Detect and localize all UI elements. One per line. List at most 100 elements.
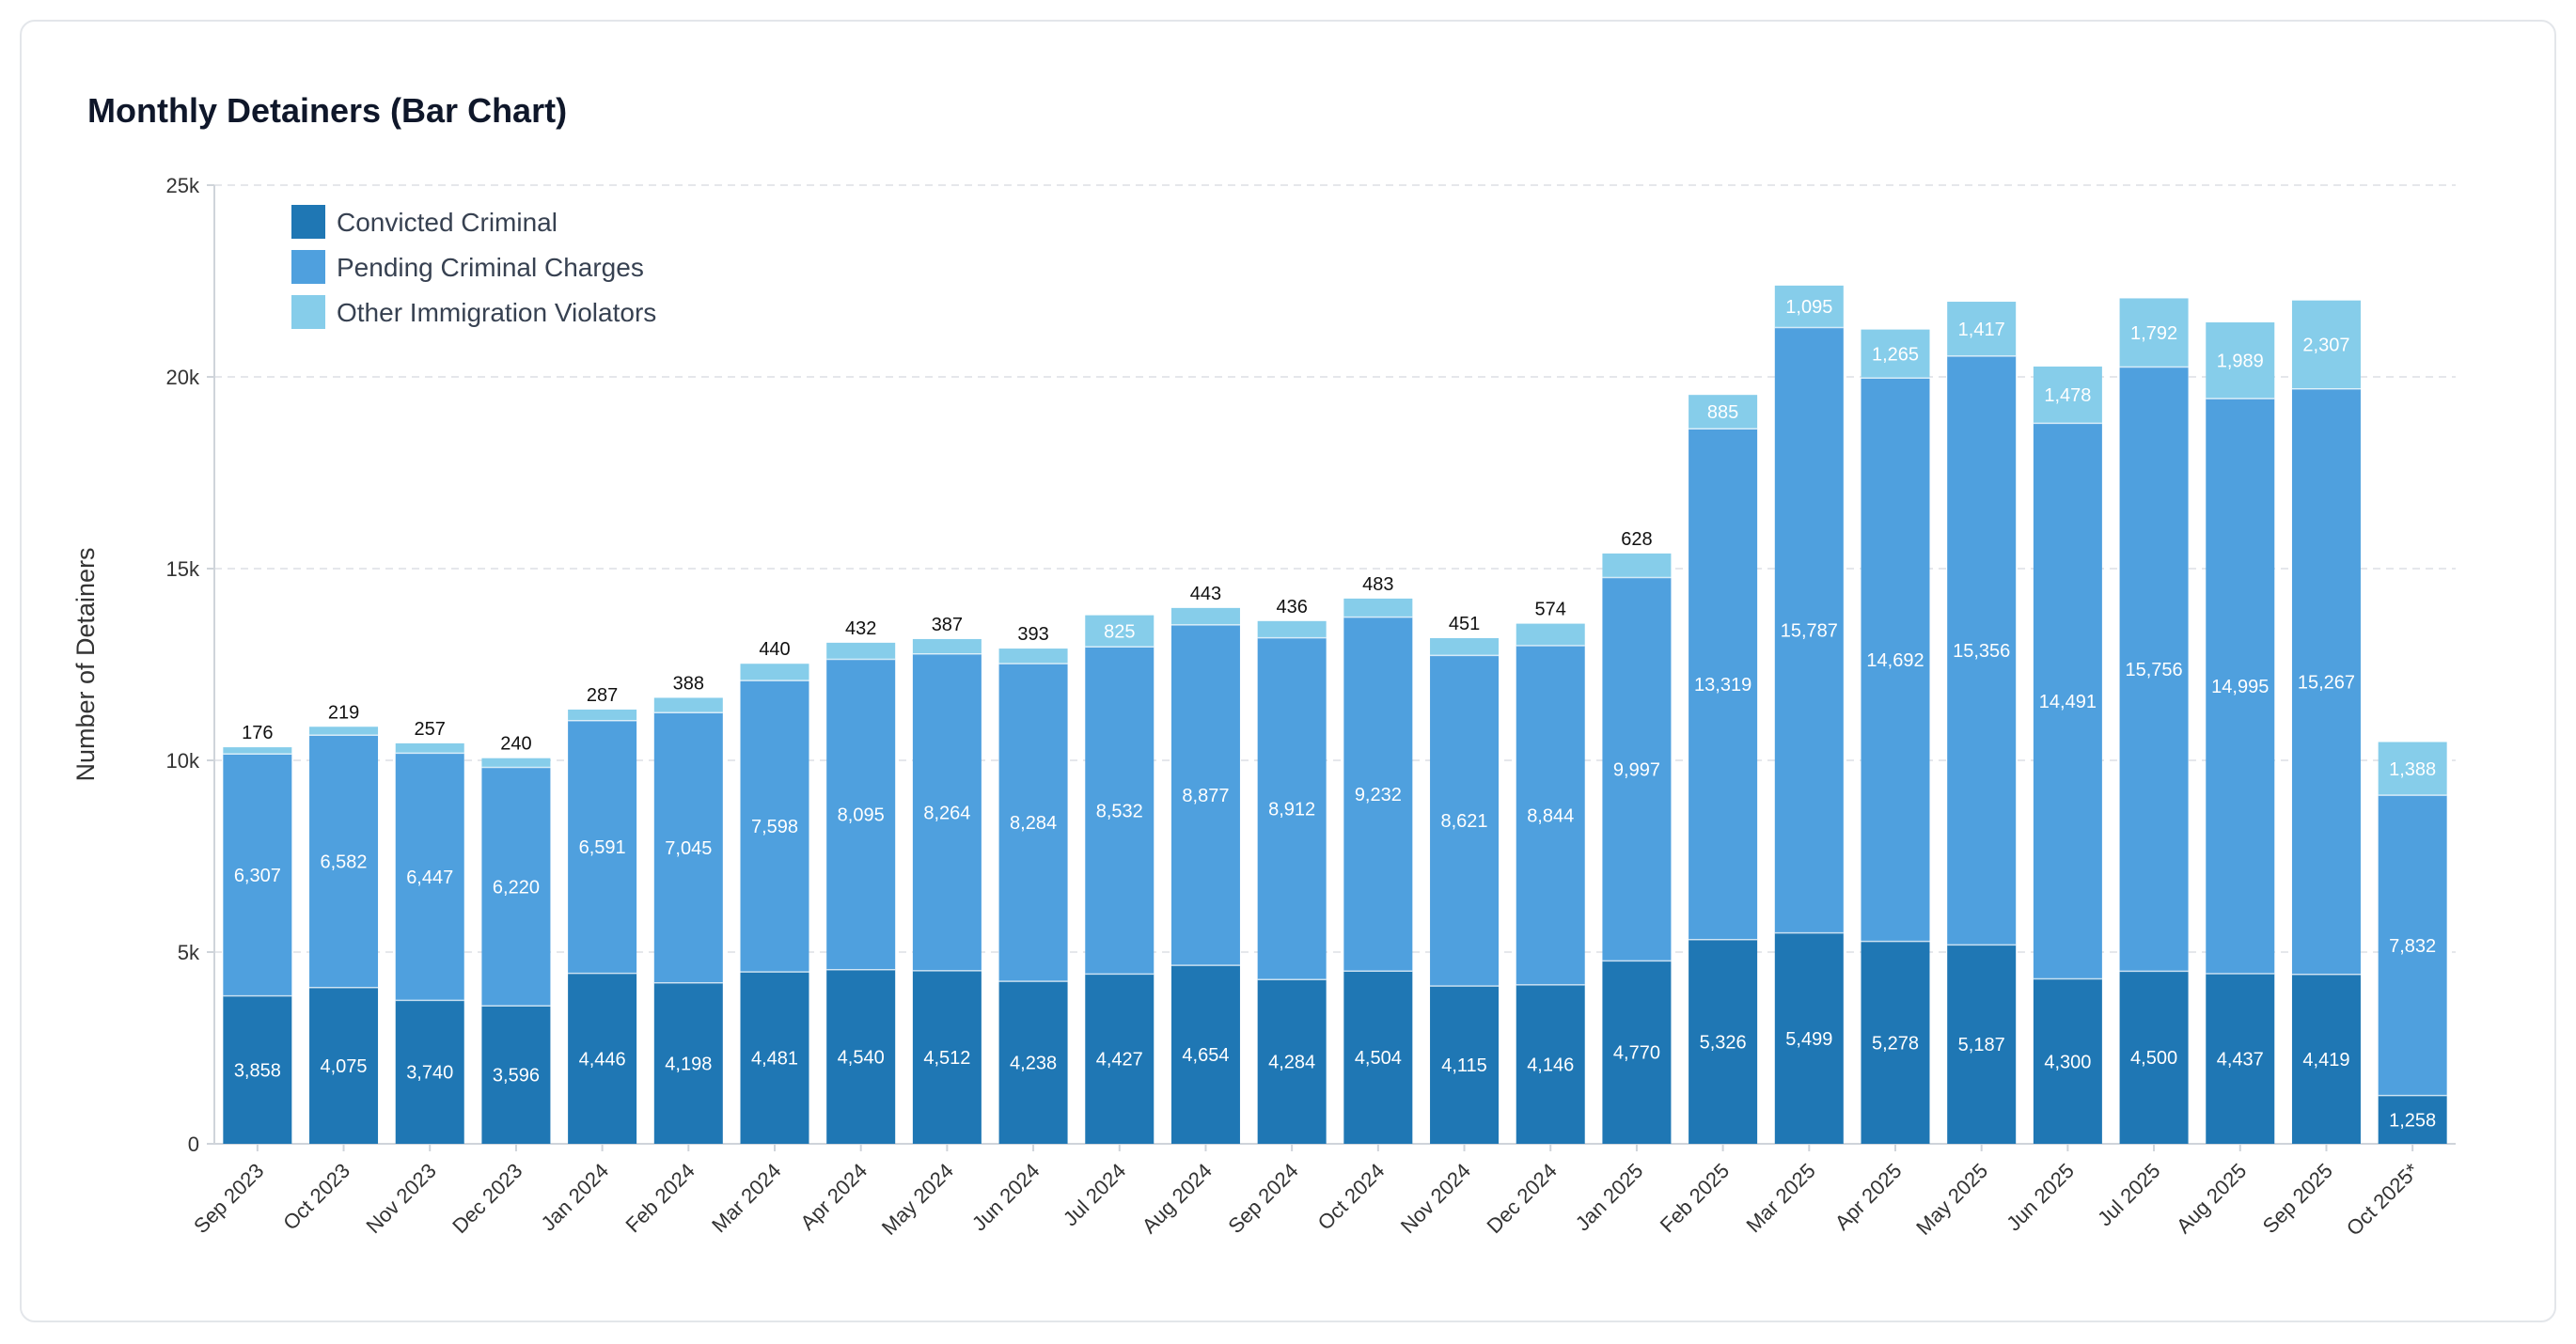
- bar-other[interactable]: [1774, 285, 1844, 328]
- bar-convicted[interactable]: [2119, 971, 2189, 1144]
- bar-convicted[interactable]: [1257, 979, 1327, 1144]
- bar-convicted[interactable]: [1085, 974, 1154, 1144]
- data-label-pending: 6,307: [234, 866, 281, 886]
- bar-pending[interactable]: [653, 712, 723, 983]
- x-tick-label: Feb 2024: [620, 1159, 699, 1237]
- bar-pending[interactable]: [395, 753, 464, 1001]
- bar-pending[interactable]: [1085, 647, 1154, 975]
- bar-convicted[interactable]: [309, 987, 379, 1144]
- x-tick-label: Jul 2025: [2093, 1159, 2165, 1231]
- x-tick-label: Jan 2025: [1571, 1159, 1648, 1236]
- bar-convicted[interactable]: [1343, 971, 1413, 1144]
- bar-convicted[interactable]: [1516, 984, 1585, 1144]
- bar-other[interactable]: [1602, 553, 1672, 578]
- bar-other[interactable]: [1516, 623, 1585, 647]
- bar-convicted[interactable]: [1602, 961, 1672, 1144]
- bar-other[interactable]: [912, 638, 982, 654]
- bar-other[interactable]: [481, 758, 551, 768]
- x-tick-label: Oct 2025*: [2342, 1159, 2424, 1241]
- bar-pending[interactable]: [1861, 378, 1930, 942]
- bar-pending[interactable]: [826, 659, 896, 970]
- bar-other[interactable]: [309, 727, 379, 736]
- bar-pending[interactable]: [1343, 617, 1413, 972]
- bar-other[interactable]: [1343, 598, 1413, 617]
- bar-convicted[interactable]: [2291, 974, 2361, 1144]
- bar-pending[interactable]: [309, 735, 379, 988]
- bar-convicted[interactable]: [2033, 978, 2102, 1144]
- bar-pending[interactable]: [1774, 327, 1844, 933]
- bar-pending[interactable]: [2378, 795, 2447, 1096]
- bar-convicted[interactable]: [481, 1006, 551, 1144]
- legend-label-pending: Pending Criminal Charges: [337, 253, 644, 282]
- bar-pending[interactable]: [740, 680, 809, 973]
- bar-other[interactable]: [826, 642, 896, 660]
- bar-other[interactable]: [395, 742, 464, 754]
- bar-pending[interactable]: [2291, 388, 2361, 975]
- bar-other[interactable]: [2119, 298, 2189, 367]
- bar-other[interactable]: [740, 664, 809, 681]
- bar-convicted[interactable]: [998, 981, 1068, 1144]
- bar-convicted[interactable]: [2378, 1095, 2447, 1144]
- bar-convicted[interactable]: [395, 1000, 464, 1144]
- bar-convicted[interactable]: [1861, 941, 1930, 1144]
- bar-other[interactable]: [2033, 367, 2102, 424]
- x-tick-label: Jun 2024: [967, 1159, 1045, 1236]
- bar-convicted[interactable]: [223, 995, 292, 1144]
- data-label-convicted: 4,654: [1182, 1045, 1229, 1066]
- bar-convicted[interactable]: [1170, 965, 1240, 1144]
- bar-other[interactable]: [1689, 395, 1758, 430]
- bar-other[interactable]: [1170, 607, 1240, 625]
- data-label-convicted: 4,427: [1096, 1050, 1143, 1071]
- bar-pending[interactable]: [912, 653, 982, 971]
- bar-pending[interactable]: [2206, 399, 2275, 974]
- bar-other[interactable]: [223, 747, 292, 755]
- data-label-other: 451: [1449, 614, 1480, 634]
- bar-pending[interactable]: [1602, 577, 1672, 961]
- bar-convicted[interactable]: [1774, 932, 1844, 1144]
- data-label-convicted: 5,499: [1785, 1029, 1832, 1050]
- bar-pending[interactable]: [223, 754, 292, 996]
- bar-pending[interactable]: [1689, 429, 1758, 940]
- bar-other[interactable]: [2291, 300, 2361, 389]
- data-label-other: 483: [1362, 574, 1393, 595]
- bar-other[interactable]: [2378, 742, 2447, 796]
- data-label-other: 287: [587, 685, 618, 706]
- bar-pending[interactable]: [1430, 655, 1500, 987]
- bar-other[interactable]: [1085, 615, 1154, 648]
- bar-other[interactable]: [1947, 302, 2017, 356]
- x-tick-label: Mar 2024: [707, 1159, 785, 1237]
- bar-convicted[interactable]: [653, 982, 723, 1144]
- bar-convicted[interactable]: [1430, 986, 1500, 1144]
- bar-other[interactable]: [653, 697, 723, 713]
- data-label-convicted: 4,146: [1527, 1055, 1574, 1075]
- bar-pending[interactable]: [568, 720, 637, 974]
- bar-other[interactable]: [1861, 329, 1930, 379]
- bar-other[interactable]: [998, 649, 1068, 664]
- bar-convicted[interactable]: [1689, 939, 1758, 1144]
- bar-convicted[interactable]: [568, 973, 637, 1144]
- bar-pending[interactable]: [1257, 637, 1327, 980]
- bar-pending[interactable]: [2119, 367, 2189, 972]
- data-label-convicted: 3,740: [406, 1063, 453, 1084]
- bar-pending[interactable]: [1170, 624, 1240, 966]
- y-tick-label: 5k: [178, 941, 200, 964]
- bar-pending[interactable]: [2033, 423, 2102, 979]
- bar-other[interactable]: [568, 709, 637, 721]
- bar-pending[interactable]: [1516, 646, 1585, 985]
- bar-pending[interactable]: [481, 767, 551, 1007]
- bar-convicted[interactable]: [740, 972, 809, 1144]
- bar-pending[interactable]: [998, 664, 1068, 982]
- y-tick-label: 20k: [166, 366, 200, 389]
- bar-other[interactable]: [2206, 322, 2275, 399]
- bar-other[interactable]: [1430, 637, 1500, 656]
- data-label-pending: 6,220: [493, 877, 540, 898]
- bar-convicted[interactable]: [1947, 945, 2017, 1144]
- data-label-convicted: 4,419: [2302, 1050, 2349, 1071]
- data-label-pending: 8,095: [838, 805, 885, 826]
- bar-other[interactable]: [1257, 620, 1327, 638]
- bar-convicted[interactable]: [2206, 973, 2275, 1144]
- data-label-other: 628: [1621, 529, 1652, 550]
- bar-convicted[interactable]: [826, 969, 896, 1144]
- bar-convicted[interactable]: [912, 970, 982, 1144]
- bar-pending[interactable]: [1947, 355, 2017, 945]
